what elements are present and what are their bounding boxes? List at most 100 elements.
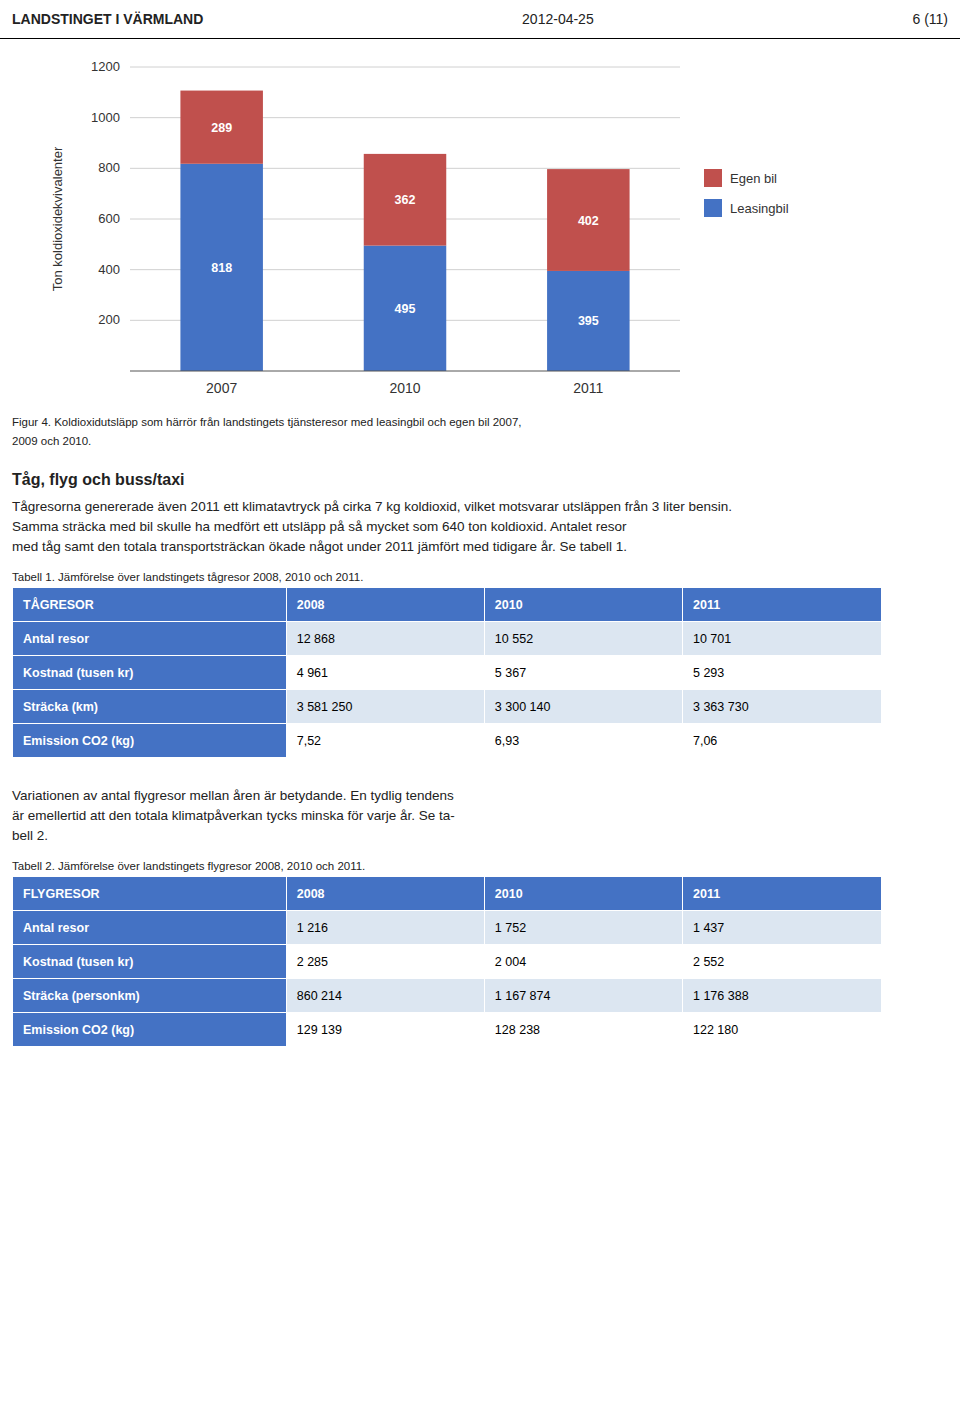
data-label: 402 [578, 214, 599, 228]
bar-segment [547, 271, 630, 371]
table-cell: 12 868 [286, 622, 484, 656]
table-header-cell: 2010 [484, 588, 682, 622]
table-cell: Sträcka (km) [13, 690, 287, 724]
data-label: 289 [211, 121, 232, 135]
table-cell: 1 176 388 [682, 979, 881, 1013]
figure-caption: 2009 och 2010. [12, 434, 948, 449]
table-cell: 5 293 [682, 656, 881, 690]
legend: Egen bil Leasingbil [704, 169, 789, 217]
table-row: Kostnad (tusen kr)4 9615 3675 293 [13, 656, 882, 690]
table-cell: 5 367 [484, 656, 682, 690]
section-text: Variationen av antal flygresor mellan år… [12, 786, 948, 806]
table-header-cell: 2008 [286, 877, 484, 911]
section-text: Tågresorna genererade även 2011 ett klim… [12, 497, 948, 517]
x-tick-label: 2010 [389, 380, 420, 396]
table-caption: Tabell 1. Jämförelse över landstingets t… [12, 571, 948, 583]
table-cell: 1 216 [286, 911, 484, 945]
table-header-cell: 2011 [682, 877, 881, 911]
y-axis-label: Ton koldioxidekvivalenter [50, 146, 65, 291]
table-row: Antal resor12 86810 55210 701 [13, 622, 882, 656]
data-label: 362 [395, 193, 416, 207]
legend-label: Leasingbil [730, 201, 789, 216]
table-row: Sträcka (personkm)860 2141 167 8741 176 … [13, 979, 882, 1013]
y-tick-label: 1200 [91, 59, 120, 74]
table-cell: Kostnad (tusen kr) [13, 656, 287, 690]
bar-segment [180, 91, 263, 164]
y-tick-label: 800 [98, 160, 120, 175]
x-axis-line [130, 371, 680, 372]
table-row: Antal resor1 2161 7521 437 [13, 911, 882, 945]
plot-area [180, 91, 629, 371]
y-tick-label: 200 [98, 312, 120, 327]
table-cell: 1 167 874 [484, 979, 682, 1013]
x-tick-label: 2007 [206, 380, 237, 396]
table-header-cell: 2008 [286, 588, 484, 622]
section-text: bell 2. [12, 826, 948, 846]
table-cell: Emission CO2 (kg) [13, 724, 287, 758]
table-row: Emission CO2 (kg)129 139128 238122 180 [13, 1013, 882, 1047]
data-label: 495 [395, 302, 416, 316]
table-cell: 10 701 [682, 622, 881, 656]
table-header-cell: FLYGRESOR [13, 877, 287, 911]
section: Variationen av antal flygresor mellan år… [12, 786, 948, 846]
header-left: LANDSTINGET I VÄRMLAND [12, 11, 203, 27]
table-cell: 7,52 [286, 724, 484, 758]
table-cell: 860 214 [286, 979, 484, 1013]
bar-segment [364, 246, 447, 371]
bar-segment [180, 164, 263, 371]
table-cell: 4 961 [286, 656, 484, 690]
bar-segment [364, 154, 447, 246]
table-cell: 129 139 [286, 1013, 484, 1047]
table-row: Emission CO2 (kg)7,526,937,06 [13, 724, 882, 758]
table-cell: Kostnad (tusen kr) [13, 945, 287, 979]
table-cell: 128 238 [484, 1013, 682, 1047]
table-header-row: FLYGRESOR200820102011 [13, 877, 882, 911]
table-cell: 6,93 [484, 724, 682, 758]
table-caption: Tabell 2. Jämförelse över landstingets f… [12, 860, 948, 872]
table-header-cell: TÅGRESOR [13, 588, 287, 622]
table-cell: 2 285 [286, 945, 484, 979]
grid-line [130, 67, 680, 68]
section: Tåg, flyg och buss/taxi Tågresorna genere… [12, 471, 948, 557]
table-header-cell: 2011 [682, 588, 881, 622]
section-text: Samma sträcka med bil skulle ha medfört … [12, 517, 948, 537]
y-tick-label: 400 [98, 262, 120, 277]
figure-caption: Figur 4. Koldioxidutsläpp som härrör frå… [12, 415, 948, 430]
table: FLYGRESOR200820102011Antal resor1 2161 7… [12, 876, 882, 1047]
table-cell: Antal resor [13, 622, 287, 656]
header-center: 2012-04-25 [522, 11, 594, 27]
table-cell: 10 552 [484, 622, 682, 656]
data-label: 818 [211, 261, 232, 275]
page-header: LANDSTINGET I VÄRMLAND 2012-04-25 6 (11) [0, 0, 960, 39]
legend-swatch [704, 199, 722, 217]
table: TÅGRESOR200820102011Antal resor12 86810 … [12, 587, 882, 758]
x-tick-label: 2011 [573, 380, 603, 396]
table-cell: 2 004 [484, 945, 682, 979]
legend-swatch [704, 169, 722, 187]
table-cell: 1 437 [682, 911, 881, 945]
legend-label: Egen bil [730, 171, 777, 186]
chart: 2004006008001000120081849539528936240220… [0, 39, 960, 411]
header-right: 6 (11) [912, 11, 948, 27]
table-cell: 3 363 730 [682, 690, 881, 724]
table-header-cell: 2010 [484, 877, 682, 911]
section-text: är emellertid att den totala klimatpåver… [12, 806, 948, 826]
page-body: Figur 4. Koldioxidutsläpp som härrör frå… [0, 415, 960, 1047]
data-label: 395 [578, 314, 599, 328]
table-row: Kostnad (tusen kr)2 2852 0042 552 [13, 945, 882, 979]
table-cell: 2 552 [682, 945, 881, 979]
table-row: Sträcka (km)3 581 2503 300 1403 363 730 [13, 690, 882, 724]
bar-segment [547, 169, 630, 271]
table-header-row: TÅGRESOR200820102011 [13, 588, 882, 622]
section-text: med tåg samt den totala transportsträcka… [12, 537, 948, 557]
section-title: Tåg, flyg och buss/taxi [12, 471, 948, 489]
table-cell: 1 752 [484, 911, 682, 945]
table-cell: Antal resor [13, 911, 287, 945]
table-cell: Sträcka (personkm) [13, 979, 287, 1013]
table-cell: 3 581 250 [286, 690, 484, 724]
table-cell: Emission CO2 (kg) [13, 1013, 287, 1047]
table-cell: 7,06 [682, 724, 881, 758]
y-tick-label: 1000 [91, 110, 120, 125]
table-cell: 122 180 [682, 1013, 881, 1047]
table-cell: 3 300 140 [484, 690, 682, 724]
